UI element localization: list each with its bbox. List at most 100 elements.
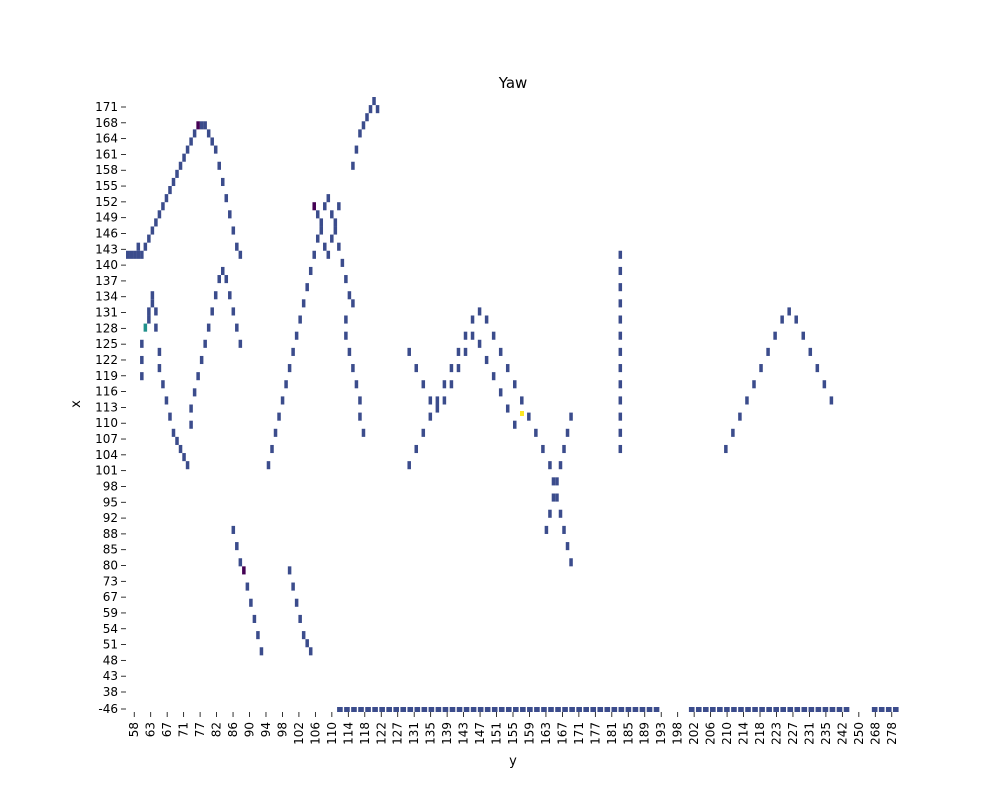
heatmap-cell	[815, 707, 822, 712]
heatmap-cell	[710, 707, 716, 712]
x-tick-label: 231	[802, 722, 816, 745]
heatmap-cell	[358, 129, 362, 138]
y-tick-label: 59	[103, 606, 118, 620]
heatmap-cell	[213, 291, 218, 300]
heatmap-cell	[242, 566, 246, 575]
heatmap-cell	[618, 250, 623, 259]
x-tick-label: 86	[226, 722, 240, 737]
heatmap-cell	[305, 639, 309, 648]
heatmap-cell	[484, 315, 489, 324]
heatmap-cell	[280, 396, 285, 405]
x-tick-label: 127	[391, 722, 405, 745]
heatmap-cell	[766, 707, 772, 712]
heatmap-cell	[407, 347, 411, 356]
heatmap-cell	[428, 707, 435, 712]
y-tick-label: 149	[95, 211, 118, 225]
heatmap-cell	[731, 707, 737, 712]
heatmap-cell	[491, 331, 496, 340]
heatmap-cell	[513, 420, 517, 429]
x-tick-label: 278	[885, 722, 899, 745]
x-tick-label: 82	[210, 722, 224, 737]
heatmap-cell	[421, 380, 426, 389]
heatmap-cell	[147, 315, 151, 324]
heatmap-cell	[140, 372, 144, 381]
heatmap-cell	[435, 707, 442, 712]
heatmap-cell	[766, 347, 770, 356]
heatmap-cell	[277, 412, 281, 421]
heatmap-cell	[175, 169, 179, 178]
heatmap-cell	[421, 707, 428, 712]
heatmap-cell	[520, 396, 524, 405]
heatmap-cell	[326, 194, 331, 203]
heatmap-cell	[210, 137, 214, 146]
x-tick-label: 214	[737, 722, 751, 745]
heatmap-cell	[541, 444, 545, 454]
heatmap-cell	[653, 707, 660, 712]
heatmap-cell	[449, 364, 454, 373]
y-tick-label: 128	[95, 321, 118, 335]
heatmap-cell	[203, 339, 207, 348]
x-tick-label: 67	[160, 722, 174, 737]
y-tick-label: 161	[95, 147, 118, 161]
heatmap-cell	[414, 444, 419, 454]
y-tick-label: 134	[95, 290, 118, 304]
y-tick-label: 92	[103, 511, 118, 525]
heatmap-cell	[780, 707, 787, 712]
heatmap-cell	[294, 598, 299, 607]
heatmap-cell	[407, 461, 411, 470]
heatmap-cell	[354, 145, 359, 154]
heatmap-cell	[189, 404, 193, 413]
heatmap-cell	[235, 542, 239, 551]
heatmap-cell	[738, 412, 742, 421]
heatmap-cell	[238, 250, 243, 259]
y-tick-label: 168	[95, 116, 118, 130]
heatmap-cell	[801, 707, 808, 712]
y-tick-label: 101	[95, 464, 118, 478]
heatmap-cell	[217, 275, 221, 284]
heatmap-cell	[618, 412, 623, 421]
heatmap-cell	[203, 121, 207, 130]
x-tick-label: 118	[358, 722, 372, 745]
heatmap-cell	[428, 396, 433, 405]
heatmap-cell	[358, 396, 362, 405]
heatmap-cell	[544, 525, 549, 534]
y-tick-label: 54	[103, 622, 118, 636]
heatmap-cell	[551, 493, 556, 502]
heatmap-cell	[354, 380, 359, 389]
heatmap-cell	[361, 428, 366, 437]
heatmap-cell	[822, 707, 829, 712]
heatmap-cell	[759, 364, 763, 373]
y-tick-label: 155	[95, 179, 118, 193]
heatmap-cell	[301, 299, 306, 308]
heatmap-cell	[752, 380, 756, 389]
heatmap-cell	[210, 307, 214, 316]
x-axis-label: y	[509, 754, 517, 769]
heatmap-cell	[569, 412, 573, 421]
x-tick-label: 189	[638, 722, 652, 745]
heatmap-cell	[808, 347, 813, 356]
heatmap-cell	[185, 461, 190, 470]
y-tick-label: 110	[95, 416, 118, 430]
heatmap-cell	[178, 161, 183, 170]
x-tick-label: 102	[292, 722, 306, 745]
heatmap-cell	[315, 234, 320, 243]
heatmap-cell	[639, 707, 646, 712]
heatmap-cell	[358, 412, 362, 421]
heatmap-cell	[551, 477, 556, 486]
heatmap-cell	[400, 707, 407, 712]
heatmap-cell	[224, 194, 229, 203]
heatmap-cell	[287, 364, 292, 373]
heatmap-cell	[590, 707, 597, 712]
heatmap-cell	[224, 275, 229, 284]
heatmap-cell	[351, 161, 355, 170]
heatmap-cell	[344, 315, 348, 324]
y-axis-label: x	[69, 400, 84, 408]
heatmap-cell	[284, 380, 288, 389]
heatmap-cell	[154, 218, 158, 227]
y-tick-label: 80	[103, 559, 118, 573]
heatmap-cell	[442, 380, 447, 389]
heatmap-cell	[773, 707, 779, 712]
heatmap-cell	[565, 542, 570, 551]
